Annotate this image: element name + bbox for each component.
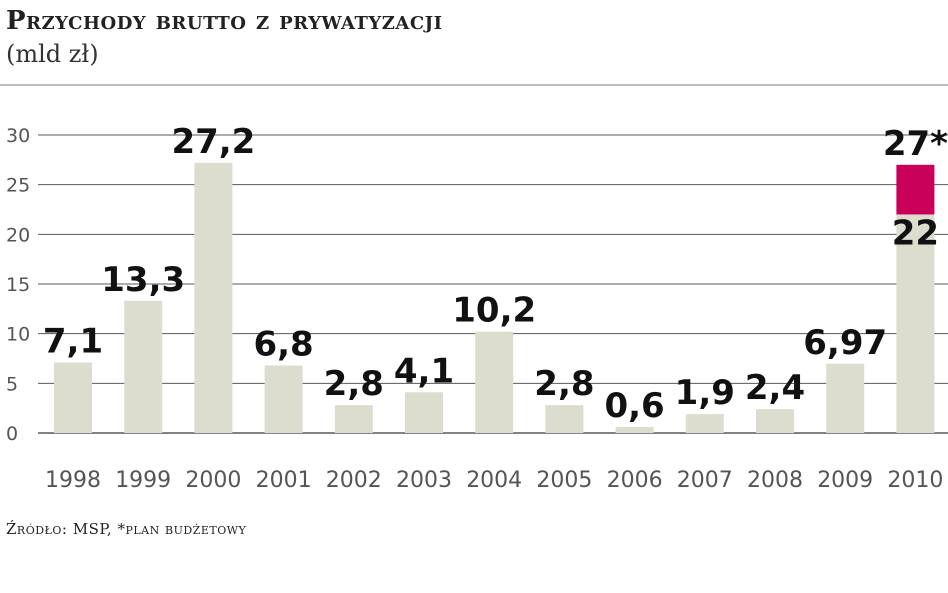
x-tick-label: 2005 (536, 468, 592, 493)
data-label: 4,1 (394, 351, 454, 391)
bar (685, 414, 724, 433)
data-label-plan: 27* (883, 124, 948, 164)
data-label: 0,6 (604, 386, 664, 426)
chart-title: Przychody brutto z prywatyzacji (6, 6, 443, 36)
x-tick-label: 2003 (396, 468, 452, 493)
y-tick-label: 15 (6, 274, 30, 296)
bar (334, 405, 373, 433)
y-tick-label: 10 (6, 324, 30, 346)
x-tick-label: 2006 (607, 468, 663, 493)
y-tick-label: 25 (6, 175, 30, 197)
bar (54, 362, 92, 433)
title-divider (0, 84, 948, 86)
data-label: 22 (892, 213, 939, 253)
data-label: 6,8 (253, 324, 313, 364)
x-tick-label: 2010 (887, 468, 943, 493)
y-tick-label: 0 (6, 423, 18, 445)
bar (756, 409, 794, 433)
x-tick-label: 1999 (115, 468, 171, 493)
chart-subtitle: (mld zł) (6, 40, 99, 68)
data-label: 2,8 (324, 364, 384, 404)
source-note: Źródło: MSP, *plan budżetowy (6, 520, 247, 538)
data-label: 6,97 (803, 323, 887, 363)
x-tick-label: 2008 (747, 468, 803, 493)
data-label: 7,1 (43, 321, 103, 361)
y-tick-label: 5 (6, 373, 18, 395)
bar (545, 405, 584, 433)
data-label: 27,2 (171, 122, 255, 162)
x-tick-label: 1998 (45, 468, 101, 493)
bar (896, 214, 935, 433)
bar-plan-segment (896, 164, 935, 215)
data-label: 13,3 (101, 260, 185, 300)
x-tick-label: 2004 (466, 468, 522, 493)
x-tick-label: 2001 (256, 468, 312, 493)
data-label: 2,4 (745, 368, 805, 408)
bar (264, 365, 303, 433)
bar (194, 162, 233, 433)
y-tick-label: 20 (6, 224, 30, 246)
x-tick-label: 2000 (185, 468, 241, 493)
bar (405, 392, 443, 433)
bar (124, 300, 163, 433)
bar (826, 363, 865, 433)
x-tick-label: 2007 (677, 468, 733, 493)
bar (615, 427, 654, 433)
data-label: 2,8 (534, 364, 594, 404)
bar (475, 331, 514, 433)
data-label: 1,9 (675, 373, 735, 413)
y-tick-label: 30 (6, 125, 30, 147)
x-tick-label: 2009 (817, 468, 873, 493)
data-label: 10,2 (452, 291, 536, 331)
x-tick-label: 2002 (326, 468, 382, 493)
